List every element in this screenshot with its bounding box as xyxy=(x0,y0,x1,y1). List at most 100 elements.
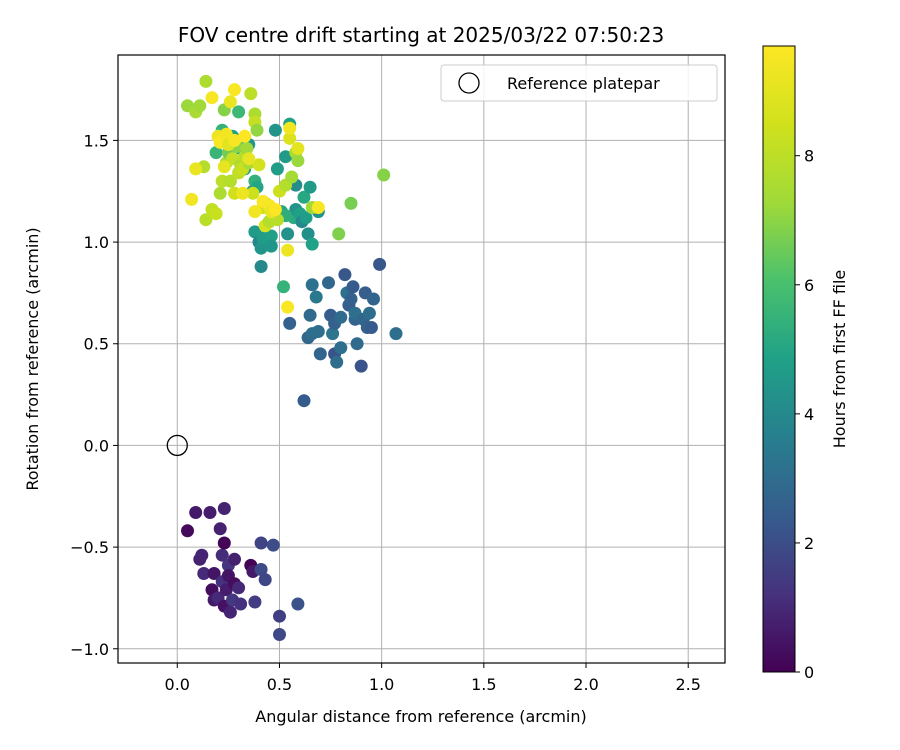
data-point xyxy=(223,174,237,188)
data-point xyxy=(197,567,211,580)
data-point xyxy=(344,196,358,210)
data-point xyxy=(334,310,348,324)
data-point xyxy=(181,524,194,538)
data-point xyxy=(277,280,290,294)
colorbar-tick-label: 8 xyxy=(804,147,814,166)
data-point xyxy=(240,142,254,155)
data-point xyxy=(228,133,241,147)
y-tick-label: 0.5 xyxy=(84,335,109,354)
data-point xyxy=(338,268,352,282)
data-point xyxy=(248,205,262,219)
legend-label-reference: Reference platepar xyxy=(507,74,660,93)
data-point xyxy=(283,316,297,330)
data-point xyxy=(350,337,364,351)
data-point xyxy=(254,536,268,550)
x-tick-label: 0.0 xyxy=(165,675,190,694)
data-point xyxy=(303,308,317,322)
data-point xyxy=(223,605,237,619)
data-point xyxy=(232,105,246,119)
legend: Reference platepar xyxy=(440,64,718,102)
data-point xyxy=(291,142,305,155)
colorbar-ticks: 0 2 4 6 8 xyxy=(795,147,814,682)
data-point xyxy=(346,280,360,294)
data-point xyxy=(270,162,284,176)
data-point xyxy=(244,87,258,101)
data-point xyxy=(332,227,346,241)
colorbar-tick-label: 6 xyxy=(804,276,814,295)
data-point xyxy=(232,581,246,595)
legend-box xyxy=(440,64,718,102)
y-axis-ticks: −1.0 −0.5 0.0 0.5 1.0 1.5 xyxy=(70,131,118,659)
data-point xyxy=(258,573,272,587)
data-point xyxy=(199,74,213,88)
data-point xyxy=(248,595,262,609)
data-point xyxy=(311,325,325,338)
data-point xyxy=(217,502,231,515)
data-point xyxy=(305,237,319,251)
data-point xyxy=(252,158,266,172)
data-point xyxy=(264,239,278,253)
data-point xyxy=(291,597,305,611)
data-point xyxy=(189,162,203,176)
reference-marker-layer xyxy=(166,434,188,457)
data-point xyxy=(254,241,268,255)
data-point xyxy=(205,91,219,105)
data-point xyxy=(215,548,229,562)
chart-title: FOV centre drift starting at 2025/03/22 … xyxy=(178,23,664,47)
x-axis-title: Angular distance from reference (arcmin) xyxy=(255,707,586,726)
data-point xyxy=(213,186,227,200)
data-point xyxy=(283,121,297,135)
data-point xyxy=(344,292,358,306)
colorbar-tick-label: 2 xyxy=(804,534,814,553)
x-tick-label: 2.5 xyxy=(675,675,700,694)
x-tick-label: 1.5 xyxy=(471,675,496,694)
data-point xyxy=(223,95,237,109)
data-point xyxy=(354,359,368,373)
data-point xyxy=(373,257,387,271)
y-tick-label: −1.0 xyxy=(70,640,109,659)
data-point xyxy=(268,203,282,216)
data-point xyxy=(203,506,217,519)
data-point xyxy=(195,548,209,562)
data-point xyxy=(305,278,319,292)
colorbar xyxy=(762,45,796,673)
y-tick-label: 1.5 xyxy=(84,131,109,150)
data-point xyxy=(228,552,241,566)
data-point xyxy=(193,99,207,113)
data-point xyxy=(189,506,203,519)
x-tick-label: 0.5 xyxy=(267,675,292,694)
data-point xyxy=(209,207,223,221)
data-point xyxy=(228,83,241,97)
data-point xyxy=(185,192,199,206)
data-point xyxy=(209,146,223,160)
data-point xyxy=(250,123,264,137)
x-tick-label: 2.0 xyxy=(573,675,598,694)
data-point xyxy=(281,300,295,314)
data-point xyxy=(313,347,327,361)
x-axis-ticks: 0.0 0.5 1.0 1.5 2.0 2.5 xyxy=(165,663,701,694)
data-point xyxy=(236,186,250,200)
data-point xyxy=(326,327,340,341)
data-point xyxy=(268,123,282,137)
data-point xyxy=(362,306,376,320)
data-point xyxy=(285,170,299,184)
data-point xyxy=(377,168,391,182)
data-point xyxy=(330,355,344,369)
data-point xyxy=(322,276,335,290)
colorbar-title: Hours from first FF file xyxy=(830,270,849,449)
data-point xyxy=(238,129,252,143)
data-point xyxy=(309,290,323,304)
data-point xyxy=(311,201,325,214)
scatter-points xyxy=(181,74,403,641)
plot-area-frame xyxy=(117,54,726,664)
data-point xyxy=(334,341,348,355)
data-point xyxy=(297,190,311,204)
data-point xyxy=(291,154,305,168)
y-tick-label: −0.5 xyxy=(70,538,109,557)
data-point xyxy=(217,536,231,550)
data-point xyxy=(199,213,213,227)
data-point xyxy=(299,211,313,225)
data-point xyxy=(242,152,256,166)
data-point xyxy=(234,597,248,611)
